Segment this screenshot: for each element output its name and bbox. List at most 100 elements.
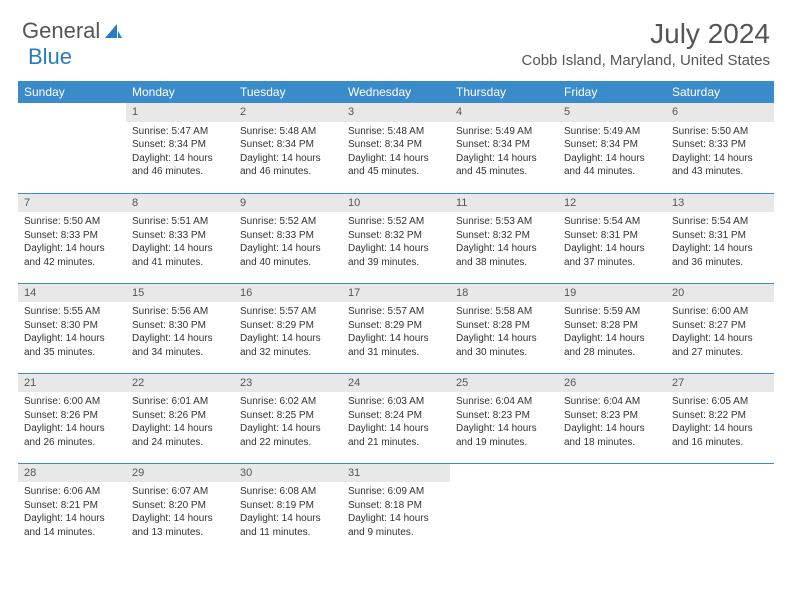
- day-number: 27: [666, 374, 774, 393]
- day-details: Sunrise: 5:57 AMSunset: 8:29 PMDaylight:…: [234, 302, 342, 361]
- sunset-text: Sunset: 8:29 PM: [348, 319, 444, 333]
- daylight-text: Daylight: 14 hours and 46 minutes.: [132, 152, 228, 179]
- day-number: 22: [126, 374, 234, 393]
- day-number: 1: [126, 103, 234, 122]
- day-details: Sunrise: 5:57 AMSunset: 8:29 PMDaylight:…: [342, 302, 450, 361]
- day-number: 8: [126, 194, 234, 213]
- sunset-text: Sunset: 8:29 PM: [240, 319, 336, 333]
- calendar-week: 28 Sunrise: 6:06 AMSunset: 8:21 PMDayligh…: [18, 463, 774, 553]
- sunset-text: Sunset: 8:26 PM: [24, 409, 120, 423]
- daylight-text: Daylight: 14 hours and 32 minutes.: [240, 332, 336, 359]
- calendar-day: 11Sunrise: 5:53 AMSunset: 8:32 PMDayligh…: [450, 193, 558, 283]
- day-details: Sunrise: 5:56 AMSunset: 8:30 PMDaylight:…: [126, 302, 234, 361]
- header: General July 2024 Cobb Island, Maryland,…: [0, 0, 792, 73]
- day-number: 29: [126, 464, 234, 483]
- daylight-text: Daylight: 14 hours and 38 minutes.: [456, 242, 552, 269]
- day-details: Sunrise: 5:51 AMSunset: 8:33 PMDaylight:…: [126, 212, 234, 271]
- day-number: 11: [450, 194, 558, 213]
- sunset-text: Sunset: 8:21 PM: [24, 499, 120, 513]
- day-details: Sunrise: 5:49 AMSunset: 8:34 PMDaylight:…: [558, 122, 666, 181]
- calendar-day: 6Sunrise: 5:50 AMSunset: 8:33 PMDaylight…: [666, 103, 774, 193]
- day-details: Sunrise: 5:55 AMSunset: 8:30 PMDaylight:…: [18, 302, 126, 361]
- daylight-text: Daylight: 14 hours and 46 minutes.: [240, 152, 336, 179]
- calendar-day: 14Sunrise: 5:55 AMSunset: 8:30 PMDayligh…: [18, 283, 126, 373]
- calendar-day: 25Sunrise: 6:04 AMSunset: 8:23 PMDayligh…: [450, 373, 558, 463]
- daylight-text: Daylight: 14 hours and 45 minutes.: [456, 152, 552, 179]
- sunset-text: Sunset: 8:33 PM: [672, 138, 768, 152]
- weekday-header: Wednesday: [342, 81, 450, 103]
- calendar-week: 7Sunrise: 5:50 AMSunset: 8:33 PMDaylight…: [18, 193, 774, 283]
- sunrise-text: Sunrise: 5:48 AM: [240, 125, 336, 139]
- calendar-day: 31Sunrise: 6:09 AMSunset: 8:18 PMDayligh…: [342, 463, 450, 553]
- day-details: Sunrise: 6:02 AMSunset: 8:25 PMDaylight:…: [234, 392, 342, 451]
- day-details: Sunrise: 6:00 AMSunset: 8:27 PMDaylight:…: [666, 302, 774, 361]
- weekday-header: Tuesday: [234, 81, 342, 103]
- sunset-text: Sunset: 8:32 PM: [348, 229, 444, 243]
- calendar-day: 21Sunrise: 6:00 AMSunset: 8:26 PMDayligh…: [18, 373, 126, 463]
- day-details: Sunrise: 5:54 AMSunset: 8:31 PMDaylight:…: [666, 212, 774, 271]
- calendar-day: 27Sunrise: 6:05 AMSunset: 8:22 PMDayligh…: [666, 373, 774, 463]
- sunset-text: Sunset: 8:28 PM: [456, 319, 552, 333]
- day-number: 7: [18, 194, 126, 213]
- daylight-text: Daylight: 14 hours and 18 minutes.: [564, 422, 660, 449]
- sunset-text: Sunset: 8:19 PM: [240, 499, 336, 513]
- weekday-header: Monday: [126, 81, 234, 103]
- sunset-text: Sunset: 8:24 PM: [348, 409, 444, 423]
- sunset-text: Sunset: 8:33 PM: [132, 229, 228, 243]
- daylight-text: Daylight: 14 hours and 40 minutes.: [240, 242, 336, 269]
- sunrise-text: Sunrise: 5:50 AM: [24, 215, 120, 229]
- sunset-text: Sunset: 8:18 PM: [348, 499, 444, 513]
- day-number: 26: [558, 374, 666, 393]
- calendar-day: [18, 103, 126, 193]
- daylight-text: Daylight: 14 hours and 30 minutes.: [456, 332, 552, 359]
- calendar-day: [666, 463, 774, 553]
- daylight-text: Daylight: 14 hours and 28 minutes.: [564, 332, 660, 359]
- location: Cobb Island, Maryland, United States: [522, 52, 770, 69]
- calendar-day: 5Sunrise: 5:49 AMSunset: 8:34 PMDaylight…: [558, 103, 666, 193]
- calendar-day: 1Sunrise: 5:47 AMSunset: 8:34 PMDaylight…: [126, 103, 234, 193]
- day-number: 9: [234, 194, 342, 213]
- sunrise-text: Sunrise: 5:57 AM: [348, 305, 444, 319]
- calendar-day: 23Sunrise: 6:02 AMSunset: 8:25 PMDayligh…: [234, 373, 342, 463]
- day-number: 28: [18, 464, 126, 483]
- sunrise-text: Sunrise: 5:50 AM: [672, 125, 768, 139]
- daylight-text: Daylight: 14 hours and 34 minutes.: [132, 332, 228, 359]
- day-details: Sunrise: 5:49 AMSunset: 8:34 PMDaylight:…: [450, 122, 558, 181]
- daylight-text: Daylight: 14 hours and 14 minutes.: [24, 512, 120, 539]
- day-details: Sunrise: 5:53 AMSunset: 8:32 PMDaylight:…: [450, 212, 558, 271]
- sunset-text: Sunset: 8:27 PM: [672, 319, 768, 333]
- sunrise-text: Sunrise: 5:54 AM: [672, 215, 768, 229]
- daylight-text: Daylight: 14 hours and 44 minutes.: [564, 152, 660, 179]
- day-number: 31: [342, 464, 450, 483]
- logo-text-blue: Blue: [28, 44, 72, 70]
- day-details: Sunrise: 5:50 AMSunset: 8:33 PMDaylight:…: [666, 122, 774, 181]
- sunrise-text: Sunrise: 6:04 AM: [456, 395, 552, 409]
- sunset-text: Sunset: 8:33 PM: [240, 229, 336, 243]
- sunrise-text: Sunrise: 6:06 AM: [24, 485, 120, 499]
- sunset-text: Sunset: 8:26 PM: [132, 409, 228, 423]
- sunset-text: Sunset: 8:34 PM: [456, 138, 552, 152]
- daylight-text: Daylight: 14 hours and 36 minutes.: [672, 242, 768, 269]
- calendar-day: 18Sunrise: 5:58 AMSunset: 8:28 PMDayligh…: [450, 283, 558, 373]
- day-details: Sunrise: 6:04 AMSunset: 8:23 PMDaylight:…: [450, 392, 558, 451]
- day-number: 4: [450, 103, 558, 122]
- sunset-text: Sunset: 8:23 PM: [564, 409, 660, 423]
- calendar-day: 29Sunrise: 6:07 AMSunset: 8:20 PMDayligh…: [126, 463, 234, 553]
- day-details: Sunrise: 6:05 AMSunset: 8:22 PMDaylight:…: [666, 392, 774, 451]
- day-number: 10: [342, 194, 450, 213]
- sunrise-text: Sunrise: 6:02 AM: [240, 395, 336, 409]
- daylight-text: Daylight: 14 hours and 43 minutes.: [672, 152, 768, 179]
- sunrise-text: Sunrise: 6:00 AM: [672, 305, 768, 319]
- sunset-text: Sunset: 8:30 PM: [24, 319, 120, 333]
- day-number: 20: [666, 284, 774, 303]
- calendar-day: 17Sunrise: 5:57 AMSunset: 8:29 PMDayligh…: [342, 283, 450, 373]
- weekday-header: Saturday: [666, 81, 774, 103]
- calendar-day: 20Sunrise: 6:00 AMSunset: 8:27 PMDayligh…: [666, 283, 774, 373]
- sunrise-text: Sunrise: 5:55 AM: [24, 305, 120, 319]
- sunset-text: Sunset: 8:28 PM: [564, 319, 660, 333]
- calendar-day: 7Sunrise: 5:50 AMSunset: 8:33 PMDaylight…: [18, 193, 126, 283]
- daylight-text: Daylight: 14 hours and 31 minutes.: [348, 332, 444, 359]
- calendar-day: 8Sunrise: 5:51 AMSunset: 8:33 PMDaylight…: [126, 193, 234, 283]
- day-number: 15: [126, 284, 234, 303]
- day-details: Sunrise: 5:48 AMSunset: 8:34 PMDaylight:…: [342, 122, 450, 181]
